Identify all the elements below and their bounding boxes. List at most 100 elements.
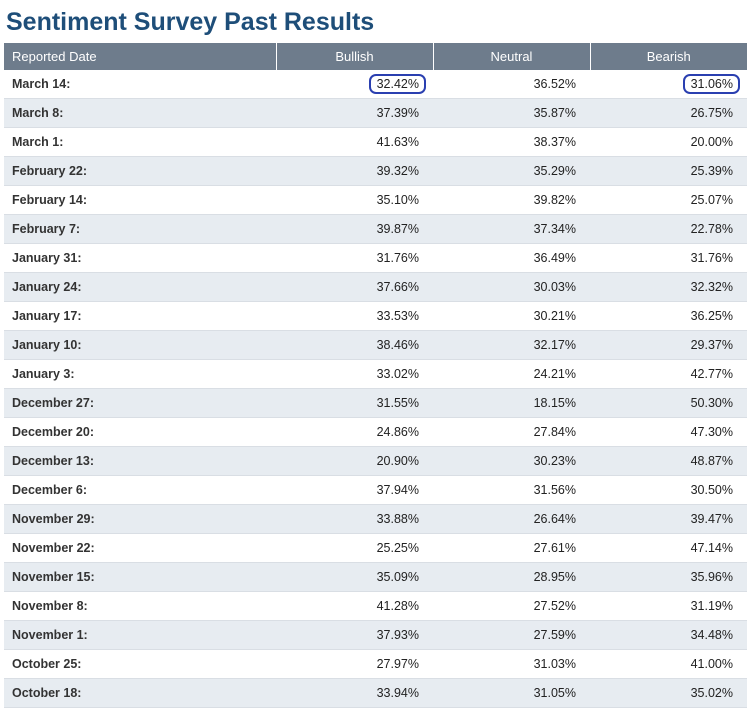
table-row: March 14:32.42%36.52% 31.06% [4, 70, 747, 99]
cell-neutral: 37.34% [433, 215, 590, 244]
cell-date: March 14: [4, 70, 276, 99]
cell-bearish: 29.37% [590, 331, 747, 360]
cell-neutral: 36.52% [433, 70, 590, 99]
cell-neutral: 28.95% [433, 563, 590, 592]
cell-bullish: 37.66% [276, 273, 433, 302]
cell-date: January 3: [4, 360, 276, 389]
cell-neutral: 27.59% [433, 621, 590, 650]
cell-bearish: 26.75% [590, 99, 747, 128]
cell-bullish: 41.28% [276, 592, 433, 621]
table-row: February 22:39.32%35.29%25.39% [4, 157, 747, 186]
cell-bullish: 32.42% [276, 70, 433, 99]
cell-date: October 25: [4, 650, 276, 679]
cell-bearish: 30.50% [590, 476, 747, 505]
cell-neutral: 31.05% [433, 679, 590, 708]
table-row: February 14:35.10%39.82%25.07% [4, 186, 747, 215]
cell-bullish: 20.90% [276, 447, 433, 476]
results-table: Reported Date Bullish Neutral Bearish Ma… [4, 43, 747, 708]
cell-bearish: 32.32% [590, 273, 747, 302]
cell-neutral: 30.21% [433, 302, 590, 331]
cell-date: January 17: [4, 302, 276, 331]
cell-bullish: 38.46% [276, 331, 433, 360]
cell-bearish: 39.47% [590, 505, 747, 534]
cell-bullish: 39.87% [276, 215, 433, 244]
col-bullish: Bullish [276, 43, 433, 70]
cell-neutral: 35.87% [433, 99, 590, 128]
cell-bearish: 36.25% [590, 302, 747, 331]
cell-date: March 8: [4, 99, 276, 128]
cell-date: November 29: [4, 505, 276, 534]
cell-bullish: 41.63% [276, 128, 433, 157]
cell-date: December 6: [4, 476, 276, 505]
cell-date: December 13: [4, 447, 276, 476]
table-row: November 15:35.09%28.95%35.96% [4, 563, 747, 592]
table-row: January 31:31.76%36.49%31.76% [4, 244, 747, 273]
table-row: March 8:37.39%35.87%26.75% [4, 99, 747, 128]
col-bearish: Bearish [590, 43, 747, 70]
cell-date: December 27: [4, 389, 276, 418]
cell-neutral: 27.52% [433, 592, 590, 621]
cell-bullish: 33.94% [276, 679, 433, 708]
cell-bullish: 33.53% [276, 302, 433, 331]
cell-bearish: 42.77% [590, 360, 747, 389]
cell-neutral: 36.49% [433, 244, 590, 273]
header-row: Reported Date Bullish Neutral Bearish [4, 43, 747, 70]
cell-bearish: 31.19% [590, 592, 747, 621]
cell-neutral: 31.56% [433, 476, 590, 505]
cell-date: January 10: [4, 331, 276, 360]
highlight-box: 31.06% [683, 74, 740, 94]
cell-date: January 24: [4, 273, 276, 302]
table-row: October 25:27.97%31.03%41.00% [4, 650, 747, 679]
cell-bearish: 35.02% [590, 679, 747, 708]
cell-bearish: 31.76% [590, 244, 747, 273]
table-row: January 3:33.02%24.21%42.77% [4, 360, 747, 389]
cell-bullish: 27.97% [276, 650, 433, 679]
cell-bullish: 35.09% [276, 563, 433, 592]
cell-date: November 15: [4, 563, 276, 592]
cell-bearish: 31.06% [590, 70, 747, 99]
cell-bullish: 33.88% [276, 505, 433, 534]
table-row: November 29:33.88%26.64%39.47% [4, 505, 747, 534]
cell-date: February 14: [4, 186, 276, 215]
cell-bearish: 25.39% [590, 157, 747, 186]
cell-date: November 1: [4, 621, 276, 650]
cell-neutral: 39.82% [433, 186, 590, 215]
cell-bearish: 25.07% [590, 186, 747, 215]
table-row: December 6:37.94%31.56%30.50% [4, 476, 747, 505]
cell-neutral: 26.64% [433, 505, 590, 534]
cell-date: March 1: [4, 128, 276, 157]
col-neutral: Neutral [433, 43, 590, 70]
cell-neutral: 32.17% [433, 331, 590, 360]
table-row: January 17:33.53%30.21%36.25% [4, 302, 747, 331]
cell-neutral: 30.23% [433, 447, 590, 476]
cell-date: November 8: [4, 592, 276, 621]
table-row: November 8:41.28%27.52%31.19% [4, 592, 747, 621]
cell-bullish: 35.10% [276, 186, 433, 215]
cell-neutral: 31.03% [433, 650, 590, 679]
table-row: February 7:39.87%37.34%22.78% [4, 215, 747, 244]
cell-bullish: 37.93% [276, 621, 433, 650]
cell-date: January 31: [4, 244, 276, 273]
cell-neutral: 27.61% [433, 534, 590, 563]
table-row: January 10:38.46%32.17%29.37% [4, 331, 747, 360]
cell-neutral: 30.03% [433, 273, 590, 302]
table-row: November 1:37.93%27.59%34.48% [4, 621, 747, 650]
table-row: November 22:25.25%27.61%47.14% [4, 534, 747, 563]
cell-date: February 22: [4, 157, 276, 186]
cell-date: October 18: [4, 679, 276, 708]
cell-bullish: 24.86% [276, 418, 433, 447]
cell-date: November 22: [4, 534, 276, 563]
cell-neutral: 35.29% [433, 157, 590, 186]
table-row: March 1:41.63%38.37%20.00% [4, 128, 747, 157]
table-row: December 13:20.90%30.23%48.87% [4, 447, 747, 476]
table-row: October 18:33.94%31.05%35.02% [4, 679, 747, 708]
cell-date: December 20: [4, 418, 276, 447]
cell-bearish: 48.87% [590, 447, 747, 476]
cell-date: February 7: [4, 215, 276, 244]
cell-bullish: 25.25% [276, 534, 433, 563]
cell-bearish: 20.00% [590, 128, 747, 157]
cell-bullish: 31.55% [276, 389, 433, 418]
cell-bearish: 41.00% [590, 650, 747, 679]
cell-bullish: 37.39% [276, 99, 433, 128]
cell-bearish: 50.30% [590, 389, 747, 418]
